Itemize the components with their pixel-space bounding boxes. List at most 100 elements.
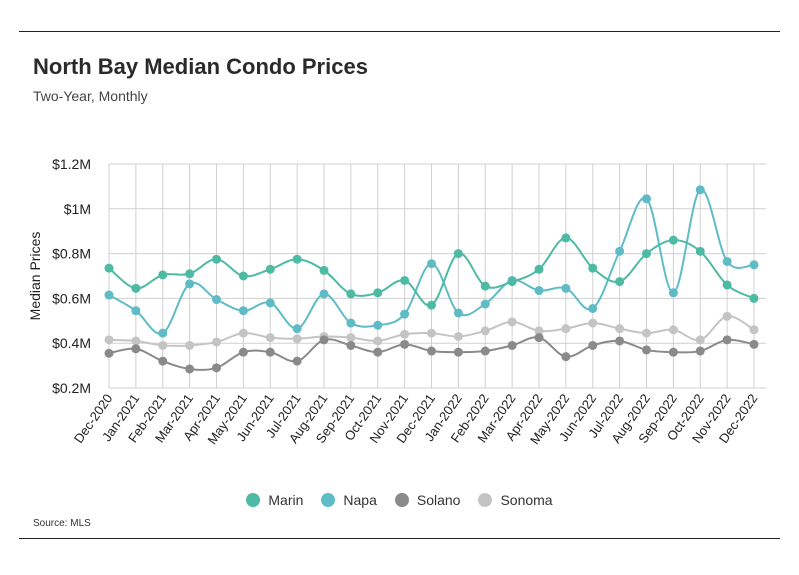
- data-point-sonoma: [534, 326, 544, 336]
- y-tick-label: $0.6M: [52, 290, 91, 306]
- data-point-marin: [561, 233, 571, 243]
- data-point-napa: [722, 256, 732, 266]
- data-point-marin: [319, 265, 329, 275]
- top-rule: [19, 31, 780, 32]
- data-point-napa: [480, 299, 490, 309]
- data-point-marin: [185, 269, 195, 279]
- data-point-sonoma: [507, 317, 517, 327]
- y-tick-label: $1.2M: [52, 156, 91, 172]
- data-point-marin: [373, 288, 383, 298]
- data-point-solano: [534, 333, 544, 343]
- data-point-sonoma: [588, 318, 598, 328]
- data-point-solano: [212, 363, 221, 373]
- data-point-marin: [158, 270, 168, 280]
- data-point-sonoma: [131, 336, 141, 346]
- data-point-napa: [695, 185, 705, 195]
- data-point-solano: [373, 347, 383, 357]
- data-point-sonoma: [400, 329, 410, 339]
- data-point-marin: [104, 263, 114, 273]
- data-point-solano: [400, 339, 410, 349]
- data-point-sonoma: [615, 324, 625, 334]
- data-point-sonoma: [185, 340, 195, 350]
- data-point-napa: [212, 295, 221, 305]
- data-point-marin: [265, 264, 275, 274]
- data-point-solano: [615, 336, 625, 346]
- data-point-marin: [507, 277, 517, 287]
- data-point-sonoma: [104, 335, 114, 345]
- y-tick-label: $0.4M: [52, 335, 91, 351]
- data-point-solano: [104, 348, 114, 358]
- data-point-napa: [238, 306, 248, 316]
- data-point-marin: [427, 300, 436, 310]
- data-point-sonoma: [642, 328, 651, 338]
- data-point-solano: [561, 352, 571, 362]
- data-point-sonoma: [292, 334, 302, 344]
- data-point-marin: [534, 264, 544, 274]
- y-axis-label: Median Prices: [27, 232, 43, 321]
- data-point-sonoma: [265, 333, 275, 343]
- data-point-solano: [346, 340, 356, 350]
- legend-label-solano: Solano: [416, 492, 461, 508]
- chart-title: North Bay Median Condo Prices: [33, 54, 368, 79]
- legend-item-sonoma: Sonoma: [478, 492, 553, 508]
- data-point-napa: [319, 289, 329, 299]
- bottom-rule: [19, 538, 780, 539]
- data-point-marin: [749, 293, 759, 303]
- chart-subtitle: Two-Year, Monthly: [33, 88, 148, 104]
- data-point-solano: [292, 356, 302, 366]
- series-sonoma: [104, 311, 759, 350]
- y-tick-label: $0.2M: [52, 380, 91, 396]
- legend-label-marin: Marin: [268, 492, 304, 508]
- data-point-sonoma: [722, 311, 732, 321]
- data-point-solano: [185, 364, 195, 374]
- data-point-napa: [104, 290, 114, 300]
- data-point-sonoma: [346, 333, 356, 343]
- data-point-marin: [453, 249, 463, 259]
- data-point-marin: [292, 254, 302, 264]
- data-point-solano: [265, 347, 275, 357]
- data-point-solano: [695, 346, 705, 356]
- data-point-napa: [265, 298, 275, 308]
- data-point-solano: [507, 340, 517, 350]
- data-point-marin: [346, 289, 356, 299]
- data-point-sonoma: [427, 328, 436, 338]
- data-point-solano: [642, 345, 651, 355]
- data-point-napa: [668, 288, 678, 298]
- data-point-solano: [480, 346, 490, 356]
- data-point-napa: [615, 246, 625, 256]
- data-point-napa: [158, 328, 168, 338]
- series-solano: [104, 333, 759, 374]
- data-point-napa: [292, 324, 302, 334]
- data-point-sonoma: [373, 336, 383, 346]
- data-point-marin: [131, 283, 141, 293]
- legend-label-sonoma: Sonoma: [500, 492, 553, 508]
- data-point-marin: [400, 275, 410, 285]
- source-note: Source: MLS: [33, 518, 91, 529]
- data-point-marin: [642, 249, 651, 259]
- data-point-marin: [480, 281, 490, 291]
- data-point-solano: [131, 344, 141, 354]
- legend-label-napa: Napa: [343, 492, 377, 508]
- legend-item-marin: Marin: [246, 492, 303, 508]
- series-marin: [104, 233, 759, 310]
- data-point-marin: [238, 271, 248, 281]
- legend-item-solano: Solano: [394, 492, 461, 508]
- legend-item-napa: Napa: [321, 492, 377, 508]
- data-point-napa: [588, 303, 598, 313]
- data-point-sonoma: [480, 326, 490, 336]
- legend: Marin Napa Solano Sonoma: [0, 492, 799, 508]
- data-point-solano: [158, 356, 168, 366]
- data-point-solano: [588, 340, 598, 350]
- data-point-napa: [185, 279, 195, 289]
- data-point-marin: [695, 246, 705, 256]
- legend-marker-napa: [321, 493, 336, 507]
- data-point-marin: [722, 280, 732, 290]
- data-point-napa: [131, 306, 141, 316]
- data-point-napa: [373, 320, 383, 330]
- legend-marker-solano: [394, 493, 409, 507]
- data-point-sonoma: [238, 328, 248, 338]
- data-point-napa: [534, 286, 544, 296]
- data-point-sonoma: [453, 331, 463, 341]
- data-point-napa: [561, 283, 571, 293]
